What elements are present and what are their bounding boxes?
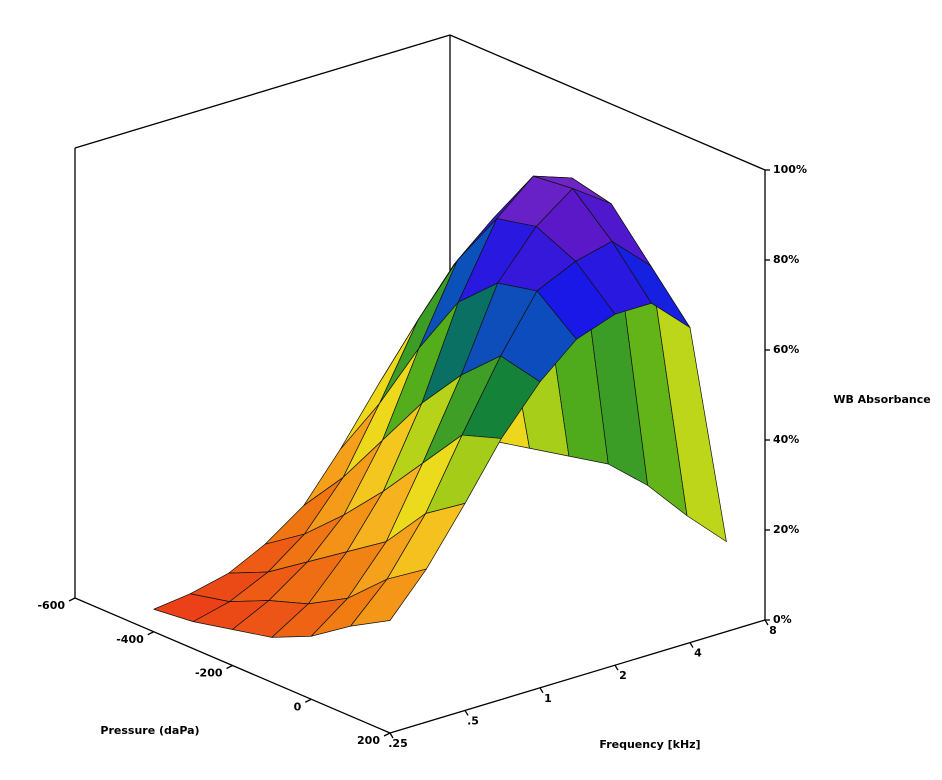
y-tick-label: .5 xyxy=(467,714,479,727)
y-tick xyxy=(614,664,619,671)
z-tick-label: 0% xyxy=(773,613,792,626)
axis-frame xyxy=(449,34,766,171)
z-tick-label: 80% xyxy=(773,253,799,266)
y-tick xyxy=(689,642,694,648)
axis-frame xyxy=(74,34,451,149)
x-tick-label: -600 xyxy=(37,599,65,612)
y-tick-label: 1 xyxy=(544,692,552,705)
x-tick xyxy=(383,732,391,737)
z-tick-label: 100% xyxy=(773,163,807,176)
y-tick-label: 4 xyxy=(694,647,702,660)
y-tick xyxy=(464,710,469,716)
x-tick xyxy=(226,664,233,670)
y-tick xyxy=(764,619,769,626)
z-axis-label: WB Absorbance xyxy=(833,393,930,406)
z-tick-label: 40% xyxy=(773,433,799,446)
x-tick xyxy=(147,631,155,636)
y-tick-label: .25 xyxy=(388,737,408,750)
x-axis-label: Pressure (daPa) xyxy=(100,724,199,737)
surface-cell xyxy=(350,568,427,627)
y-tick xyxy=(389,732,394,739)
x-tick-label: 200 xyxy=(357,734,380,747)
x-tick xyxy=(304,698,312,703)
y-tick xyxy=(539,687,544,694)
y-tick-label: 2 xyxy=(619,669,627,682)
z-tick-label: 20% xyxy=(773,523,799,536)
x-tick xyxy=(68,597,76,602)
z-tick-label: 60% xyxy=(773,343,799,356)
y-axis-label: Frequency [kHz] xyxy=(599,738,700,751)
x-tick-label: -200 xyxy=(195,667,223,680)
x-tick-label: -400 xyxy=(116,633,144,646)
x-tick-label: 0 xyxy=(294,700,302,713)
axis-frame xyxy=(389,619,766,734)
y-tick-label: 8 xyxy=(769,624,777,637)
